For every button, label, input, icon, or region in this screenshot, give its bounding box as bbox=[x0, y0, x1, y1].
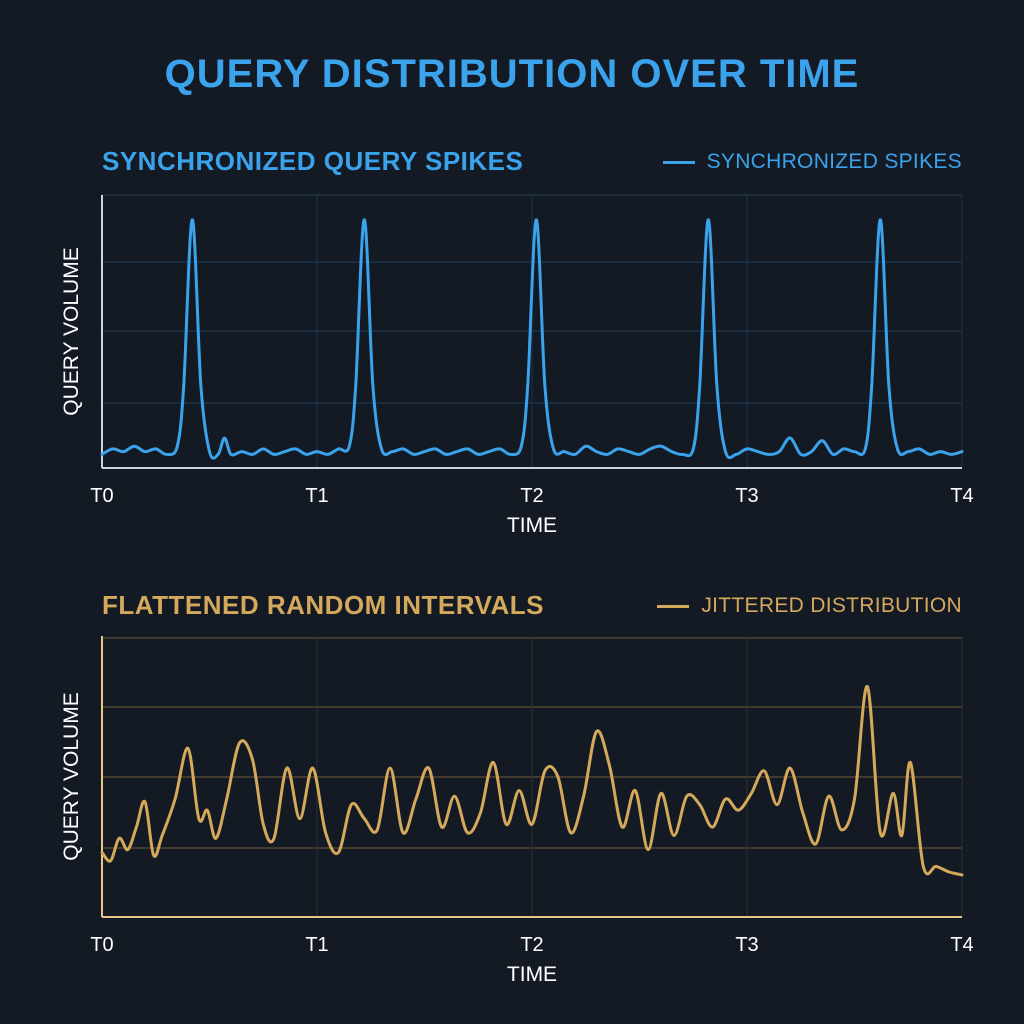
top-legend: SYNCHRONIZED SPIKES bbox=[662, 150, 962, 174]
main-title: QUERY DISTRIBUTION OVER TIME bbox=[164, 52, 860, 96]
chart0-x-tick-label: T2 bbox=[520, 485, 543, 507]
top-legend-label: SYNCHRONIZED SPIKES bbox=[706, 150, 962, 173]
chart1-x-tick-label: T4 bbox=[950, 934, 973, 956]
chart1-y-axis-label: QUERY VOLUME bbox=[60, 692, 83, 860]
chart0-x-tick-label: T4 bbox=[950, 485, 973, 507]
chart0-series-line bbox=[100, 218, 964, 460]
chart1-x-tick-label: T1 bbox=[305, 934, 328, 956]
chart1-series-line bbox=[100, 685, 964, 877]
top-chart: T0 T1 T2 T3 T4 TIME QUERY VOLUME bbox=[60, 194, 974, 537]
bottom-legend-label: JITTERED DISTRIBUTION bbox=[701, 594, 962, 617]
chart0-x-tick-label: T0 bbox=[90, 485, 113, 507]
chart0-x-tick-label: T3 bbox=[735, 485, 758, 507]
chart1-x-tick-label: T3 bbox=[735, 934, 758, 956]
bottom-legend: JITTERED DISTRIBUTION bbox=[657, 594, 962, 618]
chart1-x-tick-label: T2 bbox=[520, 934, 543, 956]
top-chart-title: SYNCHRONIZED QUERY SPIKES bbox=[102, 146, 524, 176]
top-legend-swatch bbox=[662, 160, 695, 164]
chart0-x-axis-label: TIME bbox=[507, 514, 557, 537]
bottom-chart-title: FLATTENED RANDOM INTERVALS bbox=[102, 590, 544, 620]
chart1-x-tick-label: T0 bbox=[90, 934, 113, 956]
chart0-x-tick-label: T1 bbox=[305, 485, 328, 507]
chart0-y-axis-label: QUERY VOLUME bbox=[60, 247, 83, 415]
bottom-legend-swatch bbox=[657, 604, 690, 608]
bottom-chart: T0 T1 T2 T3 T4 TIME QUERY VOLUME bbox=[60, 636, 974, 986]
chart1-x-axis-label: TIME bbox=[507, 963, 557, 986]
